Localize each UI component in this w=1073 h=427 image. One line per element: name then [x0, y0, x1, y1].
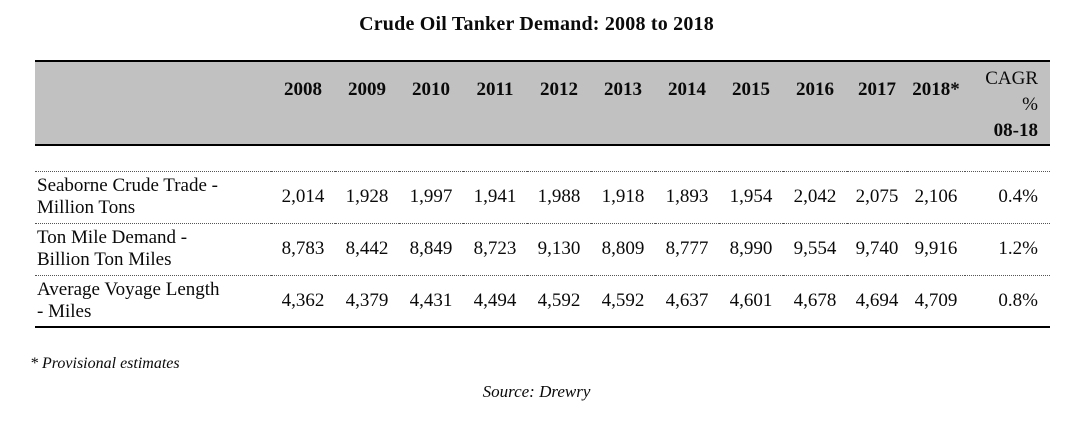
row-label-line1: Seaborne Crude Trade - [37, 175, 218, 196]
value-cell: 8,809 [591, 222, 655, 275]
footnote-provisional-estimates: * Provisional estimates [30, 355, 180, 372]
row-label-line2: - Miles [37, 300, 92, 322]
header-year-2013: 2013 [591, 60, 655, 146]
table-row-seaborne-crude-trade: Seaborne Crude Trade - Million Tons 2,01… [35, 170, 1050, 223]
value-cell: 2,075 [847, 170, 907, 223]
header-year-2015: 2015 [719, 60, 783, 146]
row-label-line2: Million Tons [37, 197, 136, 218]
value-cell: 9,916 [907, 222, 965, 275]
header-year-2010: 2010 [399, 60, 463, 146]
page-title: Crude Oil Tanker Demand: 2008 to 2018 [359, 13, 714, 35]
value-cell: 4,637 [655, 274, 719, 328]
value-cell: 1,988 [527, 170, 591, 223]
value-cell: 2,106 [907, 170, 965, 223]
spacer-cell [35, 145, 1050, 171]
row-label-line1: Average Voyage Length [37, 278, 220, 300]
value-cell: 8,849 [399, 222, 463, 275]
value-cell: 1,997 [399, 170, 463, 223]
cagr-value-cell: 0.4% [965, 170, 1050, 223]
value-cell: 8,783 [271, 222, 335, 275]
header-year-2014: 2014 [655, 60, 719, 146]
value-cell: 9,554 [783, 222, 847, 275]
header-year-2008: 2008 [271, 60, 335, 146]
value-cell: 8,777 [655, 222, 719, 275]
header-year-2016: 2016 [783, 60, 847, 146]
value-cell: 1,941 [463, 170, 527, 223]
row-label: Seaborne Crude Trade - Million Tons [35, 170, 271, 223]
crude-oil-tanker-demand-table: 2008 2009 2010 2011 2012 2013 2014 2015 … [35, 60, 1050, 328]
value-cell: 1,918 [591, 170, 655, 223]
value-cell: 8,442 [335, 222, 399, 275]
header-cagr: CAGR % 08-18 [965, 60, 1050, 146]
table-row-average-voyage-length: Average Voyage Length - Miles 4,362 4,37… [35, 274, 1050, 328]
header-year-2011: 2011 [463, 60, 527, 146]
value-cell: 1,954 [719, 170, 783, 223]
table-row-ton-mile-demand: Ton Mile Demand - Billion Ton Miles 8,78… [35, 222, 1050, 275]
table-header-row: 2008 2009 2010 2011 2012 2013 2014 2015 … [35, 60, 1050, 146]
cagr-value-cell: 1.2% [965, 222, 1050, 275]
value-cell: 9,130 [527, 222, 591, 275]
spacer-row [35, 145, 1050, 171]
value-cell: 4,362 [271, 274, 335, 328]
value-cell: 4,678 [783, 274, 847, 328]
cagr-header-line3: 08-18 [993, 120, 1038, 141]
value-cell: 4,494 [463, 274, 527, 328]
value-cell: 8,990 [719, 222, 783, 275]
value-cell: 4,694 [847, 274, 907, 328]
value-cell: 1,928 [335, 170, 399, 223]
value-cell: 4,379 [335, 274, 399, 328]
value-cell: 2,042 [783, 170, 847, 223]
row-label: Ton Mile Demand - Billion Ton Miles [35, 222, 271, 275]
header-year-2018-provisional: 2018* [907, 60, 965, 146]
header-year-2017: 2017 [847, 60, 907, 146]
value-cell: 2,014 [271, 170, 335, 223]
value-cell: 4,431 [399, 274, 463, 328]
header-year-2012: 2012 [527, 60, 591, 146]
value-cell: 4,592 [527, 274, 591, 328]
value-cell: 4,709 [907, 274, 965, 328]
value-cell: 4,601 [719, 274, 783, 328]
value-cell: 8,723 [463, 222, 527, 275]
cagr-header-line1: CAGR [985, 68, 1038, 89]
cagr-value-cell: 0.8% [965, 274, 1050, 328]
header-year-2009: 2009 [335, 60, 399, 146]
value-cell: 4,592 [591, 274, 655, 328]
source-note: Source: Drewry [482, 382, 591, 401]
header-empty-cell [35, 60, 271, 146]
cagr-header-line2: % [1022, 94, 1038, 115]
row-label-line2: Billion Ton Miles [37, 249, 172, 270]
row-label-line1: Ton Mile Demand - [37, 227, 188, 248]
row-label: Average Voyage Length - Miles [35, 274, 271, 328]
value-cell: 9,740 [847, 222, 907, 275]
value-cell: 1,893 [655, 170, 719, 223]
